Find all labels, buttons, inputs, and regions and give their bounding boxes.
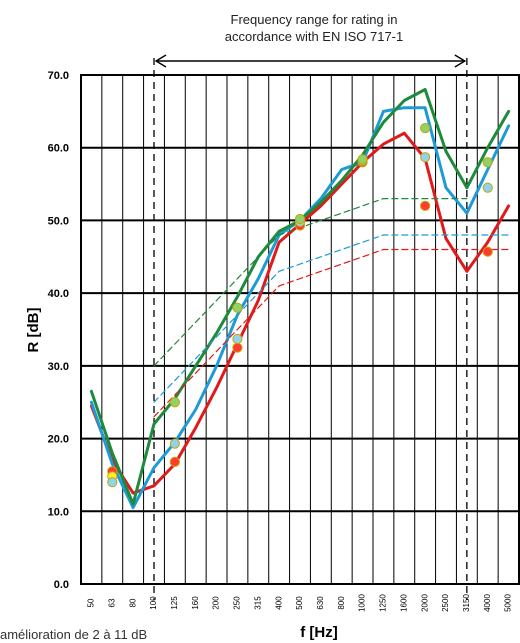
y-tick-label: 70.0 bbox=[48, 70, 69, 82]
x-tick-label: 200 bbox=[212, 596, 221, 610]
x-tick-label: 160 bbox=[191, 596, 200, 610]
x-tick-label: 80 bbox=[128, 598, 137, 607]
y-tick-label: 20.0 bbox=[48, 434, 69, 446]
x-tick-label: 5000 bbox=[504, 594, 513, 612]
y-tick-label: 50.0 bbox=[48, 215, 69, 227]
x-tick-label: 1000 bbox=[358, 594, 367, 612]
measurement-markers bbox=[108, 123, 493, 486]
x-tick-label: 315 bbox=[253, 596, 262, 610]
measurement-point bbox=[358, 155, 367, 164]
x-tick-label: 3150 bbox=[462, 594, 471, 612]
x-tick-label: 630 bbox=[316, 596, 325, 610]
x-tick-label: 2500 bbox=[441, 594, 450, 612]
measurement-point bbox=[108, 478, 117, 487]
measurement-point bbox=[483, 247, 492, 256]
x-axis-title: f [Hz] bbox=[300, 624, 338, 641]
x-tick-label: 250 bbox=[233, 596, 242, 610]
y-tick-label: 30.0 bbox=[48, 361, 69, 373]
x-tick-label: 63 bbox=[107, 598, 116, 607]
measurement-point bbox=[233, 334, 242, 343]
measurement-point bbox=[421, 123, 430, 132]
measurement-point bbox=[483, 183, 492, 192]
x-tick-label: 2000 bbox=[420, 594, 429, 612]
measurement-point bbox=[421, 201, 430, 210]
x-tick-label: 125 bbox=[170, 596, 179, 610]
measurement-point bbox=[421, 153, 430, 162]
y-tick-labels: 0.0 10.0 20.0 30.0 40.0 50.0 60.0 70.0 bbox=[48, 70, 69, 591]
grid bbox=[81, 75, 519, 584]
footnote: amélioration de 2 à 11 dB bbox=[0, 627, 147, 642]
measurement-point bbox=[233, 303, 242, 312]
x-tick-label: 50 bbox=[87, 598, 96, 607]
band-label-line2: accordance with EN ISO 717-1 bbox=[225, 29, 403, 44]
y-tick-label: 60.0 bbox=[48, 143, 69, 155]
x-tick-label: 4000 bbox=[483, 594, 492, 612]
x-tick-label: 1250 bbox=[379, 594, 388, 612]
y-axis-title: R [dB] bbox=[25, 308, 42, 353]
measurement-point bbox=[170, 457, 179, 466]
y-tick-label: 40.0 bbox=[48, 288, 69, 300]
x-tick-label: 400 bbox=[274, 596, 283, 610]
measurement-point bbox=[170, 398, 179, 407]
x-tick-labels: 50 63 80 100 125 160 200 250 315 400 500 630 800 1000… bbox=[87, 594, 513, 612]
y-tick-label: 0.0 bbox=[54, 579, 69, 591]
series-line-2 bbox=[91, 90, 508, 505]
x-tick-label: 500 bbox=[295, 596, 304, 610]
measurement-point bbox=[483, 158, 492, 167]
band-label-line1: Frequency range for rating in bbox=[231, 12, 398, 27]
y-tick-label: 10.0 bbox=[48, 506, 69, 518]
x-tick-label: 100 bbox=[149, 596, 158, 610]
plot-frame bbox=[81, 75, 519, 584]
measurement-point bbox=[295, 214, 304, 223]
measurement-point bbox=[233, 343, 242, 352]
measurement-point bbox=[170, 439, 179, 448]
x-tick-label: 1600 bbox=[399, 594, 408, 612]
x-tick-label: 800 bbox=[337, 596, 346, 610]
